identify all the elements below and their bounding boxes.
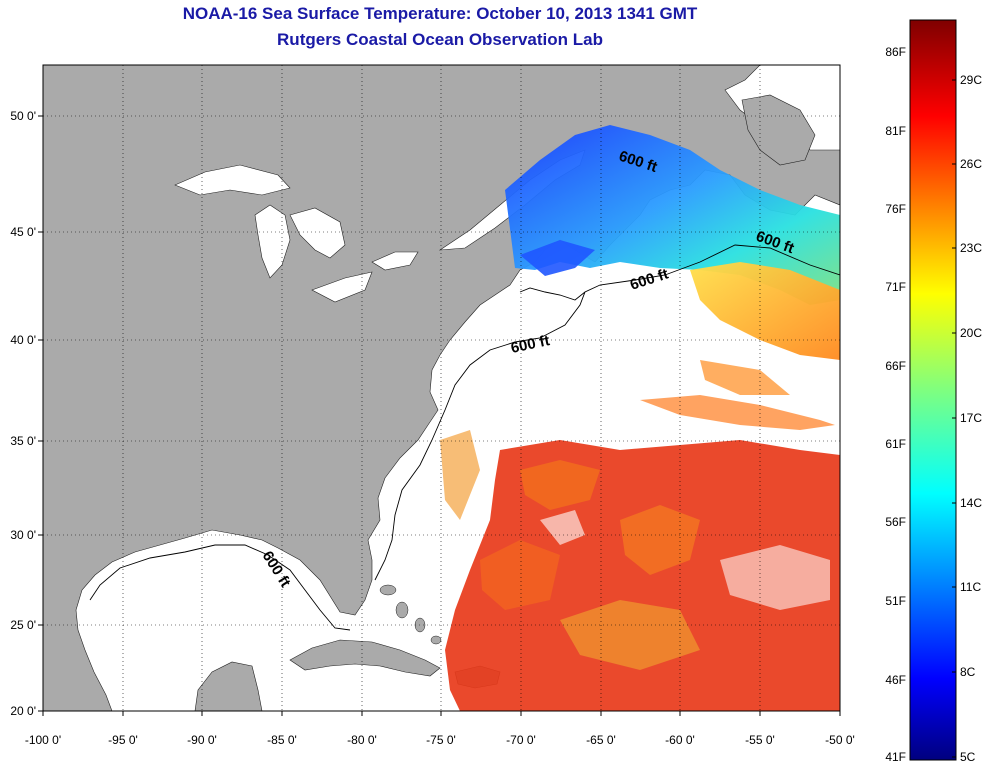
colorbar-f-label: 76F xyxy=(885,202,906,216)
colorbar-c-label: 23C xyxy=(960,241,982,255)
colorbar xyxy=(909,19,957,761)
lon-label: -50 0' xyxy=(825,733,855,747)
lon-label: -70 0' xyxy=(506,733,536,747)
colorbar-c-label: 14C xyxy=(960,496,982,510)
colorbar-f-label: 41F xyxy=(885,750,906,764)
lat-label: 25 0' xyxy=(10,618,36,632)
colorbar-f-label: 86F xyxy=(885,45,906,59)
colorbar-f-label: 56F xyxy=(885,515,906,529)
map-title: NOAA-16 Sea Surface Temperature: October… xyxy=(182,4,698,23)
map-subtitle: Rutgers Coastal Ocean Observation Lab xyxy=(277,30,603,49)
sst-south-patch xyxy=(440,430,840,711)
lat-label: 45 0' xyxy=(10,225,36,239)
longitude-axis: -100 0' -95 0' -90 0' -85 0' -80 0' -75 0' -70… xyxy=(25,711,855,747)
colorbar-c-label: 26C xyxy=(960,157,982,171)
lat-label: 35 0' xyxy=(10,434,36,448)
lat-label: 50 0' xyxy=(10,109,36,123)
yucatan-land xyxy=(194,661,263,711)
colorbar-c-label: 5C xyxy=(960,750,976,764)
colorbar-f-label: 61F xyxy=(885,437,906,451)
newfoundland-land xyxy=(741,94,816,166)
colorbar-c-label: 17C xyxy=(960,411,982,425)
colorbar-f-label: 46F xyxy=(885,673,906,687)
graticule xyxy=(43,65,840,711)
great-lakes xyxy=(174,164,419,303)
colorbar-fahrenheit-labels: 86F 81F 76F 71F 66F 61F 56F 51F 46F 41F xyxy=(885,45,906,764)
lat-label: 30 0' xyxy=(10,528,36,542)
colorbar-c-label: 11C xyxy=(960,580,981,594)
lon-label: -55 0' xyxy=(745,733,775,747)
cuba-land xyxy=(289,639,441,677)
colorbar-c-label: 20C xyxy=(960,326,982,340)
latitude-axis: 50 0' 45 0' 40 0' 35 0' 30 0' 25 0' 20 0' xyxy=(10,109,43,718)
colorbar-c-label: 29C xyxy=(960,73,982,87)
lat-label: 20 0' xyxy=(10,704,36,718)
lat-label: 40 0' xyxy=(10,333,36,347)
colorbar-f-label: 71F xyxy=(885,280,906,294)
lon-label: -65 0' xyxy=(586,733,616,747)
lon-label: -90 0' xyxy=(187,733,217,747)
lon-label: -75 0' xyxy=(426,733,456,747)
colorbar-f-label: 81F xyxy=(885,124,906,138)
colorbar-f-label: 51F xyxy=(885,594,906,608)
sst-north-patch xyxy=(505,125,840,305)
lon-label: -100 0' xyxy=(25,733,61,747)
colorbar-c-label: 8C xyxy=(960,665,976,679)
lon-label: -85 0' xyxy=(267,733,297,747)
colorbar-f-label: 66F xyxy=(885,359,906,373)
colorbar-celsius-labels: 29C 26C 23C 20C 17C 14C 11C 8C 5C xyxy=(952,73,982,764)
lon-label: -95 0' xyxy=(108,733,138,747)
sst-mid-patch xyxy=(640,262,840,430)
lon-label: -80 0' xyxy=(347,733,377,747)
lon-label: -60 0' xyxy=(665,733,695,747)
